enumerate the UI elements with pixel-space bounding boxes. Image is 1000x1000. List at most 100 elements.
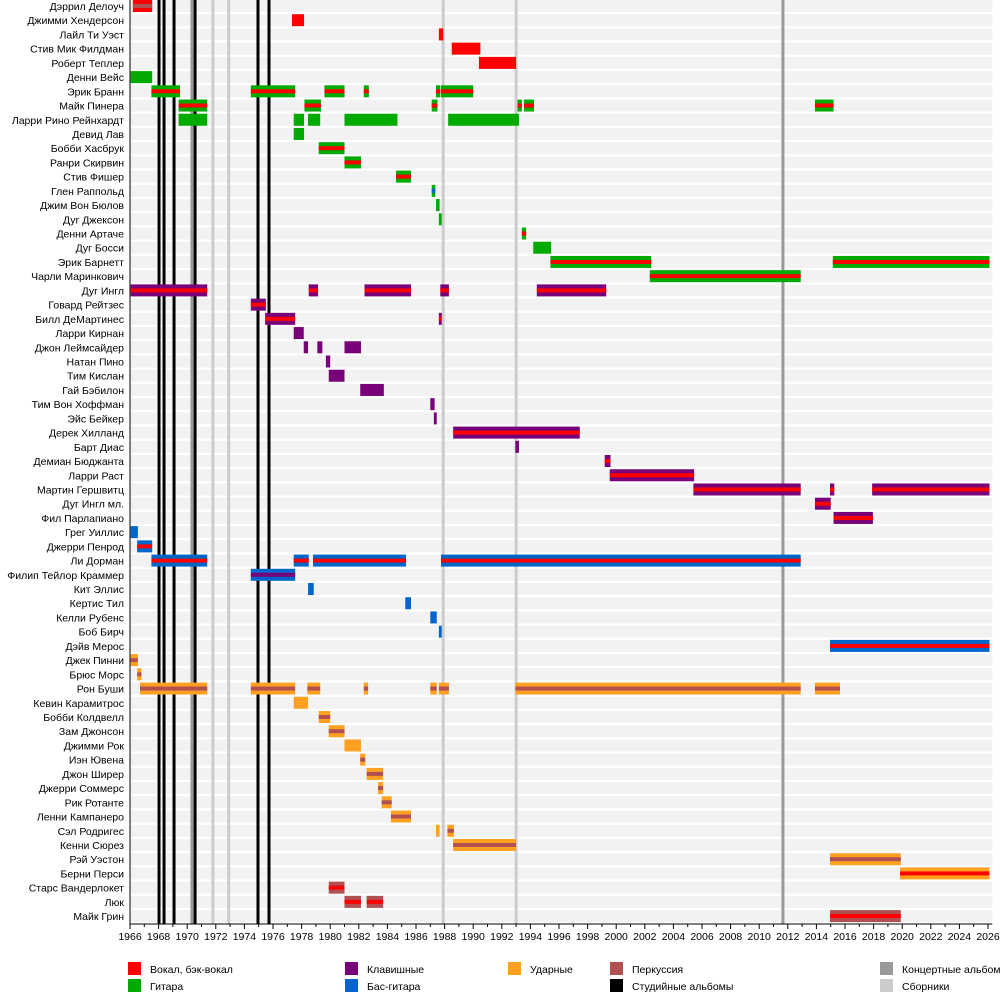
bar-stripe-vocal xyxy=(604,459,611,464)
legend-label-comp: Сборники xyxy=(902,981,950,993)
bar-guitar xyxy=(438,213,442,226)
row-background xyxy=(130,540,993,553)
x-tick-label: 1984 xyxy=(376,931,400,943)
member-name: Ли Дорман xyxy=(71,556,125,568)
bar-stripe-vocal xyxy=(151,558,208,563)
bar-stripe-perc xyxy=(829,857,901,862)
bar-keys xyxy=(360,383,384,396)
member-name: Эйс Бейкер xyxy=(67,413,124,425)
member-name: Берни Перси xyxy=(61,868,125,880)
bar-stripe-perc xyxy=(130,658,138,663)
member-bars xyxy=(130,0,990,923)
bar-stripe-vocal xyxy=(436,89,441,94)
row-background xyxy=(130,184,993,197)
row-background xyxy=(130,398,993,411)
member-name: Стив Мик Филдман xyxy=(30,44,124,56)
x-tick-label: 1978 xyxy=(290,931,314,943)
row-background xyxy=(130,42,993,55)
x-tick-label: 1992 xyxy=(490,931,514,943)
member-name: Майк Пинера xyxy=(59,101,124,113)
member-name: Рэй Уэстон xyxy=(69,854,124,866)
row-background xyxy=(130,327,993,340)
member-name: Джимми Рок xyxy=(64,740,125,752)
legend-label-bass: Бас-гитара xyxy=(367,981,421,993)
bar-stripe-vocal xyxy=(829,914,901,919)
bar-stripe-perc xyxy=(137,672,142,677)
row-background xyxy=(130,28,993,41)
bar-stripe-perc xyxy=(140,686,208,691)
bar-stripe-vocal xyxy=(178,103,208,108)
bar-stripe-vocal xyxy=(833,515,873,520)
x-tick-label: 1976 xyxy=(261,931,285,943)
bar-guitar xyxy=(293,113,305,126)
x-tick-label: 1990 xyxy=(462,931,486,943)
member-name: Джон Ширер xyxy=(62,769,124,781)
member-name: Дуг Ингл xyxy=(82,285,124,297)
legend-swatch-guitar xyxy=(128,979,141,992)
member-name: Роберт Теплер xyxy=(51,58,124,70)
member-name: Стив Фишер xyxy=(63,172,124,184)
legend-swatch-drums xyxy=(508,962,521,975)
x-tick-label: 1988 xyxy=(433,931,457,943)
member-name: Дэйв Мерос xyxy=(66,641,124,653)
legend-swatch-perc xyxy=(610,962,623,975)
bar-keys xyxy=(328,369,345,382)
bar-stripe-vocal xyxy=(363,89,369,94)
member-name: Ларри Раст xyxy=(68,470,124,482)
row-background xyxy=(130,440,993,453)
bar-bass xyxy=(308,583,314,596)
x-tick-label: 2004 xyxy=(662,931,686,943)
row-background xyxy=(130,696,993,709)
x-tick-label: 1994 xyxy=(519,931,543,943)
legend-swatch-studio xyxy=(610,979,623,992)
x-tick-label: 2014 xyxy=(805,931,829,943)
row-background xyxy=(130,199,993,212)
x-tick-label: 2008 xyxy=(719,931,743,943)
x-tick-label: 1968 xyxy=(147,931,171,943)
member-name: Девид Лав xyxy=(72,129,124,141)
member-name: Майк Грин xyxy=(73,911,124,923)
bar-stripe-perc xyxy=(366,771,384,776)
bar-stripe-vocal xyxy=(814,103,834,108)
bar-stripe-vocal xyxy=(395,174,411,179)
row-background xyxy=(130,824,993,837)
x-tick-label: 1996 xyxy=(547,931,571,943)
x-tick-label: 2022 xyxy=(919,931,943,943)
legend-label-keys: Клавишные xyxy=(367,964,424,976)
bar-stripe-vocal xyxy=(693,487,801,492)
member-name: Ларри Рино Рейнхардт xyxy=(12,115,124,127)
bar-stripe-vocal xyxy=(151,89,181,94)
row-background xyxy=(130,625,993,638)
bar-stripe-perc xyxy=(318,715,331,719)
bar-stripe-perc xyxy=(250,686,296,691)
bar-bass xyxy=(405,597,411,610)
bar-stripe-vocal xyxy=(130,288,208,293)
row-background xyxy=(130,383,993,396)
bar-stripe-vocal xyxy=(431,103,438,108)
member-name: Кенни Сюрез xyxy=(60,840,124,852)
member-name: Боб Бирч xyxy=(79,627,125,639)
row-background xyxy=(130,725,993,738)
x-tick-label: 1986 xyxy=(404,931,428,943)
row-background xyxy=(130,14,993,27)
row-background xyxy=(130,0,993,12)
row-background xyxy=(130,455,993,468)
bar-stripe-vocal xyxy=(453,430,580,435)
row-background xyxy=(130,810,993,823)
row-background xyxy=(130,654,993,667)
row-backgrounds xyxy=(130,0,993,923)
member-name: Сэл Родригес xyxy=(58,826,124,838)
member-name: Эрик Барнетт xyxy=(58,257,124,269)
row-background xyxy=(130,312,993,325)
member-labels: Дэррил Делоуч Джимми Хендерсон Лайл Ти Уэс… xyxy=(7,1,124,923)
x-tick-label: 2002 xyxy=(633,931,657,943)
bar-keys xyxy=(430,398,435,411)
member-name: Джон Леймсайдер xyxy=(35,342,124,354)
member-name: Кевин Карамитрос xyxy=(33,698,124,710)
album-lines xyxy=(157,0,785,924)
row-background xyxy=(130,511,993,524)
bar-stripe-perc xyxy=(447,828,454,833)
bar-stripe-vocal xyxy=(364,288,411,293)
legend-label-studio: Студийные альбомы xyxy=(632,981,733,993)
